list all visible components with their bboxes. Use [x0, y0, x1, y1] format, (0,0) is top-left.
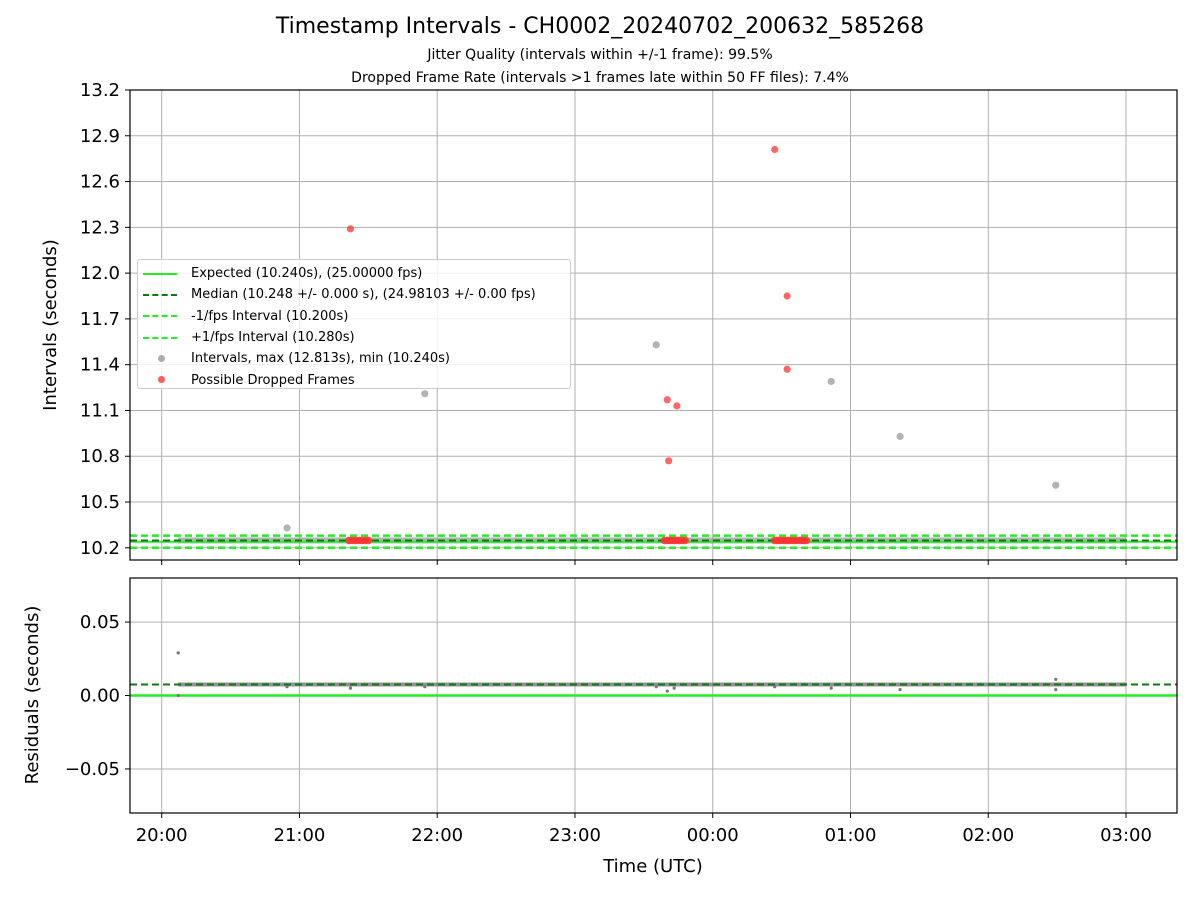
- legend-line: [143, 315, 177, 318]
- interval-point: [283, 524, 291, 532]
- dropped-frame-point: [783, 365, 791, 373]
- legend-key: [143, 373, 183, 387]
- legend-label: Expected (10.240s), (25.00000 fps): [191, 266, 423, 282]
- legend-marker: [158, 354, 165, 362]
- x-tick-label: 01:00: [825, 825, 877, 846]
- x-tick-label: 22:00: [411, 825, 463, 846]
- interval-point: [896, 432, 904, 440]
- residual-point: [829, 686, 833, 690]
- legend-line: [143, 293, 177, 296]
- bottom-y-tick-label: 0.05: [80, 612, 120, 633]
- residual-point: [654, 685, 658, 689]
- legend-label: +1/fps Interval (10.280s): [191, 330, 355, 346]
- x-tick-label: 03:00: [1100, 825, 1152, 846]
- dropped-frame-point: [802, 536, 811, 545]
- top-ticks: 10.2 10.5 10.8 11.1 11.4 11.7 12.0 12.3 12.6 12.9…: [80, 80, 1127, 565]
- x-tick-label: 00:00: [687, 825, 739, 846]
- top-y-tick-label: 13.2: [80, 80, 120, 101]
- interval-point: [421, 390, 429, 398]
- legend-key: [143, 331, 183, 345]
- residual-point: [176, 651, 180, 655]
- residual-point: [176, 693, 180, 698]
- residual-point: [423, 685, 427, 689]
- interval-point: [1052, 481, 1060, 489]
- residual-point: [898, 688, 902, 692]
- legend-key: [143, 267, 183, 281]
- legend-label: -1/fps Interval (10.200s): [191, 308, 349, 324]
- x-tick-label: 02:00: [962, 825, 1014, 846]
- residual-point: [773, 685, 777, 689]
- top-plot-marks: [130, 145, 1177, 550]
- chart-title: Timestamp Intervals - CH0002_20240702_20…: [275, 14, 925, 39]
- bottom-ticks: −0.05 0.00 0.05 20:00 21:00 22:00 23:00 00:00 01…: [65, 612, 1152, 846]
- dropped-frame-point: [364, 536, 373, 545]
- dropped-frame-point: [346, 225, 355, 233]
- top-y-tick-label: 10.8: [80, 446, 120, 467]
- top-y-tick-label: 12.9: [80, 126, 120, 147]
- legend-key: [143, 309, 183, 323]
- legend-label: Intervals, max (12.813s), min (10.240s): [191, 351, 450, 367]
- top-y-tick-label: 11.4: [80, 355, 120, 376]
- x-tick-label: 20:00: [136, 825, 188, 846]
- legend-entry: -1/fps Interval (10.200s): [138, 306, 570, 327]
- top-y-tick-label: 12.3: [80, 217, 120, 238]
- legend: Expected (10.240s), (25.00000 fps) Median…: [137, 259, 571, 389]
- legend-label: Possible Dropped Frames: [191, 372, 355, 388]
- dropped-frame-point: [783, 292, 791, 300]
- bottom-y-tick-label: −0.05: [65, 759, 120, 780]
- interval-point: [827, 377, 835, 386]
- legend-entry: Expected (10.240s), (25.00000 fps): [138, 263, 570, 284]
- residual-point: [348, 686, 353, 690]
- top-y-tick-label: 11.7: [80, 309, 120, 330]
- legend-label: Median (10.248 +/- 0.000 s), (24.98103 +…: [191, 287, 536, 303]
- dropped-frame-point: [673, 402, 681, 410]
- top-y-tick-label: 11.1: [80, 400, 120, 421]
- legend-key: [143, 352, 183, 366]
- jitter-quality-subtitle: Jitter Quality (intervals within +/-1 fr…: [427, 47, 773, 63]
- residual-point: [1054, 688, 1058, 692]
- residual-point: [665, 689, 669, 693]
- legend-key: [143, 288, 183, 302]
- legend-entry: Intervals, max (12.813s), min (10.240s): [138, 348, 570, 369]
- legend-marker: [158, 376, 165, 384]
- top-y-tick-label: 10.2: [80, 538, 120, 559]
- x-tick-label: 23:00: [549, 825, 601, 846]
- interval-point: [652, 341, 660, 349]
- top-y-tick-label: 12.0: [80, 263, 120, 284]
- dropped-frame-point: [771, 145, 779, 154]
- bottom-plot-marks: [130, 651, 1177, 698]
- dropped-frame-point: [681, 536, 689, 545]
- dropped-frame-point: [663, 396, 671, 404]
- x-tick-label: 21:00: [274, 825, 326, 846]
- legend-line: [143, 272, 177, 275]
- top-axes-frame: [129, 89, 1178, 561]
- dropped-frame-rate-subtitle: Dropped Frame Rate (intervals >1 frames …: [351, 70, 849, 86]
- top-grid: [130, 89, 1177, 560]
- legend-entry: Possible Dropped Frames: [138, 369, 570, 390]
- legend-entry: +1/fps Interval (10.280s): [138, 327, 570, 348]
- residual-point: [672, 686, 676, 690]
- top-y-tick-label: 12.6: [80, 172, 120, 193]
- bottom-y-tick-label: 0.00: [80, 686, 120, 707]
- top-y-tick-label: 10.5: [80, 492, 120, 513]
- legend-entry: Median (10.248 +/- 0.000 s), (24.98103 +…: [138, 284, 570, 305]
- legend-line: [143, 336, 177, 339]
- dropped-frame-point: [665, 457, 673, 465]
- x-axis-label: Time (UTC): [602, 856, 703, 877]
- residual-point: [285, 685, 289, 689]
- top-y-axis-label: Intervals (seconds): [40, 239, 61, 411]
- bottom-y-axis-label: Residuals (seconds): [22, 606, 43, 785]
- residual-point: [1054, 677, 1058, 681]
